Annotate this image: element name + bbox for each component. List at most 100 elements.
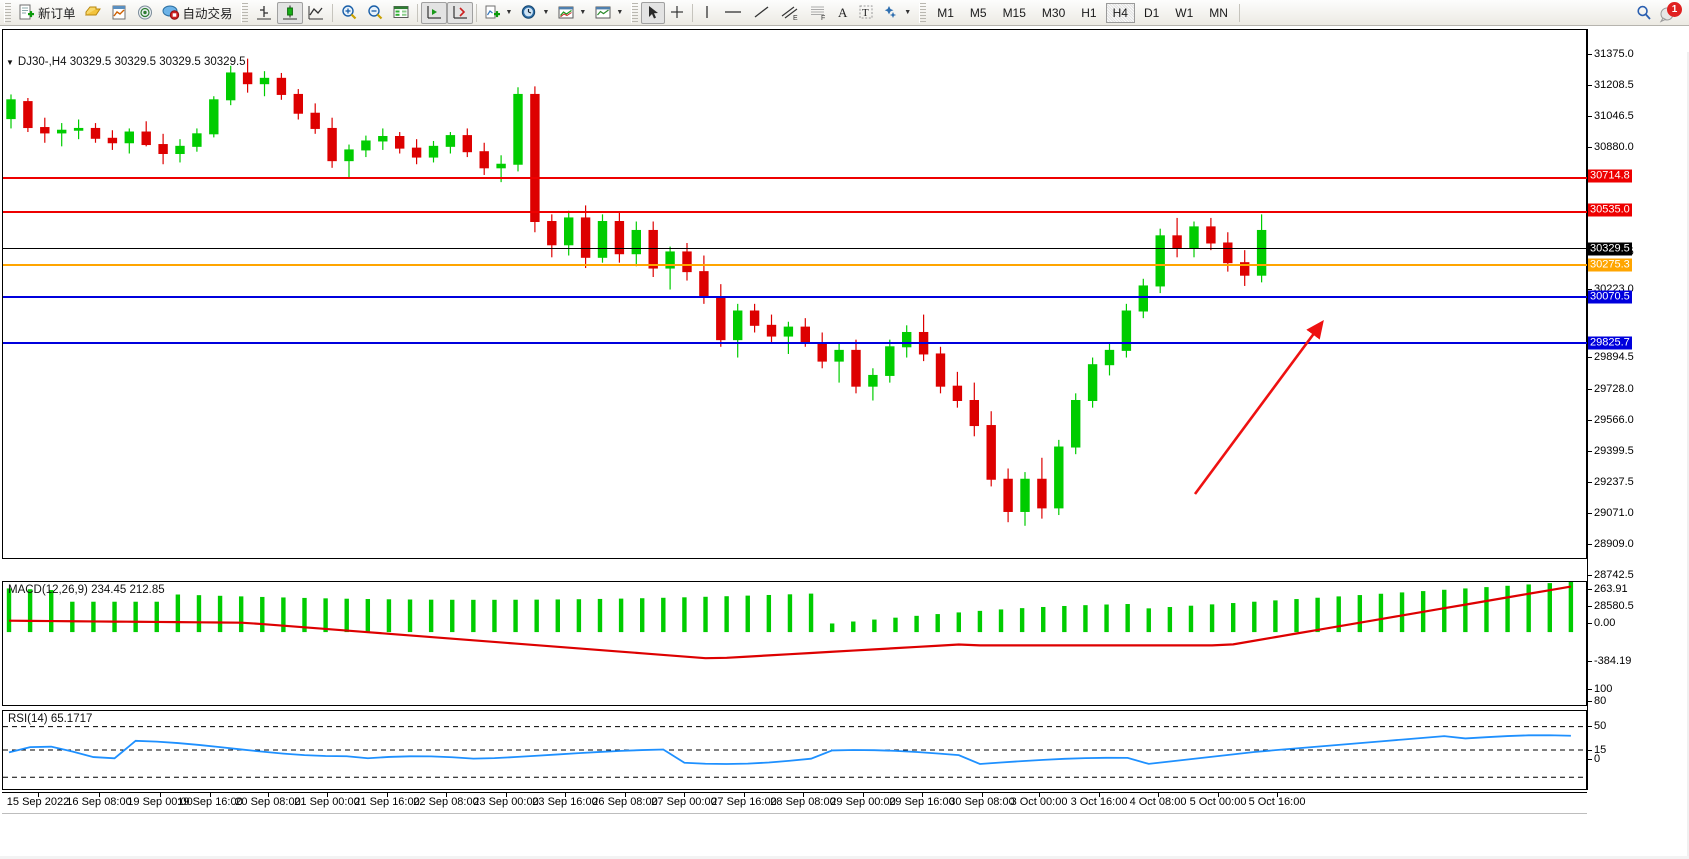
- expert-advisors-button[interactable]: [80, 2, 106, 24]
- time-axis[interactable]: 15 Sep 2022 16 Sep 08:00 19 Sep 00:00 19 Se…: [2, 792, 1587, 814]
- zoom-in-button[interactable]: [336, 2, 362, 24]
- toolbar-grip-2[interactable]: [240, 2, 248, 23]
- notifications-button[interactable]: 1: [1657, 1, 1683, 24]
- rsi-plot: [3, 726, 1586, 778]
- bar-chart-button[interactable]: [251, 2, 277, 24]
- chart-window-button[interactable]: ▼: [590, 2, 627, 24]
- bid-line-30275[interactable]: [3, 264, 1588, 266]
- support-line-29825[interactable]: [3, 342, 1588, 344]
- shapes-button[interactable]: ▼: [878, 2, 915, 24]
- timeframe-h1[interactable]: H1: [1081, 5, 1097, 20]
- time-axis-label: 21 Sep 16:00: [354, 796, 420, 808]
- time-axis-label: 29 Sep 16:00: [889, 796, 955, 808]
- time-tick: [744, 793, 745, 797]
- toolbar-grip-4[interactable]: [919, 2, 927, 23]
- time-tick: [803, 793, 804, 797]
- timeframe-m15[interactable]: M15: [1002, 5, 1026, 20]
- data-grid-button[interactable]: [388, 2, 414, 24]
- support-line-30070[interactable]: [3, 296, 1588, 298]
- chart-shift-button[interactable]: [446, 1, 473, 24]
- time-axis-label: 20 Sep 08:00: [235, 796, 301, 808]
- price-pane[interactable]: [2, 29, 1588, 559]
- axis-tick-label: 29894.5: [1594, 351, 1634, 363]
- text-label-button[interactable]: T: [854, 2, 878, 24]
- price-tag-bid[interactable]: 30275.3: [1588, 258, 1632, 272]
- zoom-out-button[interactable]: [362, 2, 388, 24]
- chevron-down-icon[interactable]: ▼: [904, 9, 912, 16]
- line-chart-icon: [307, 4, 325, 21]
- price-tag-last[interactable]: 30329.5: [1588, 242, 1632, 256]
- rsi-label: RSI(14) 65.1717: [8, 713, 93, 725]
- toolbar-grip-3[interactable]: [631, 2, 639, 23]
- time-tick: [210, 793, 211, 797]
- axis-tick: [1587, 513, 1592, 514]
- signals-button[interactable]: [132, 2, 158, 24]
- text-button[interactable]: A: [832, 2, 854, 24]
- price-candles: [6, 58, 1267, 526]
- last-price-line-30329[interactable]: [3, 248, 1588, 249]
- price-tag-support-1[interactable]: 30070.5: [1588, 290, 1632, 304]
- chevron-down-icon[interactable]: ▼: [505, 9, 513, 16]
- indicator-axis-label: 15: [1594, 744, 1607, 756]
- indicators-button[interactable]: ▼: [480, 2, 517, 24]
- timeframe-d1[interactable]: D1: [1143, 5, 1160, 20]
- timeframe-m5[interactable]: M5: [969, 5, 987, 20]
- price-axis[interactable]: 31375.031208.531046.530880.030389.530223…: [1587, 29, 1687, 790]
- new-order-button[interactable]: 新订单: [14, 2, 80, 24]
- axis-tick: [1587, 544, 1592, 545]
- data-window-button[interactable]: [106, 2, 132, 24]
- price-tag-resistance-2[interactable]: 30535.0: [1588, 203, 1632, 217]
- time-tick: [160, 793, 161, 797]
- candlestick-icon: [281, 4, 299, 21]
- rsi-pane[interactable]: RSI(14) 65.1717: [2, 710, 1587, 790]
- auto-scroll-icon: [425, 4, 443, 21]
- fibonacci-button[interactable]: F: [804, 2, 832, 24]
- chart-menu-caret-icon[interactable]: ▼: [6, 57, 14, 67]
- axis-tick: [1587, 289, 1592, 290]
- chevron-down-icon[interactable]: ▼: [579, 9, 587, 16]
- templates-button[interactable]: ▼: [553, 2, 590, 24]
- axis-tick: [1587, 482, 1592, 483]
- trendline-icon: [752, 4, 772, 21]
- chart-container[interactable]: ▼ DJ30-,H4 30329.5 30329.5 30329.5 30329…: [0, 26, 1689, 859]
- chevron-down-icon[interactable]: ▼: [616, 9, 624, 16]
- toolbar-divider-2: [416, 3, 418, 22]
- periods-button[interactable]: ▼: [516, 2, 553, 24]
- horizontal-line-button[interactable]: [718, 2, 748, 24]
- vertical-line-button[interactable]: [696, 2, 718, 24]
- equidistant-channel-button[interactable]: E: [776, 2, 804, 24]
- autotrading-label: 自动交易: [182, 7, 233, 21]
- price-tag-support-2[interactable]: 29825.7: [1588, 336, 1632, 350]
- axis-tick: [1587, 623, 1592, 624]
- axis-tick: [1587, 689, 1592, 690]
- time-tick: [1277, 793, 1278, 797]
- time-tick: [268, 793, 269, 797]
- auto-scroll-button[interactable]: [420, 1, 447, 24]
- resistance-line-30714[interactable]: [3, 177, 1588, 179]
- time-axis-label: 27 Sep 00:00: [651, 796, 717, 808]
- macd-pane[interactable]: MACD(12,26,9) 234.45 212.85: [2, 581, 1587, 706]
- timeframe-h4[interactable]: H4: [1105, 2, 1135, 23]
- indicators-icon: [484, 4, 502, 21]
- axis-tick-label: 29237.5: [1594, 476, 1634, 488]
- time-axis-label: 29 Sep 00:00: [830, 796, 896, 808]
- timeframe-w1[interactable]: W1: [1175, 5, 1194, 20]
- trendline-button[interactable]: [748, 2, 776, 24]
- toolbar-grip-1[interactable]: [4, 2, 11, 23]
- vertical-line-icon: [700, 4, 714, 21]
- autotrading-button[interactable]: 自动交易: [158, 2, 237, 24]
- chevron-down-icon[interactable]: ▼: [542, 9, 550, 16]
- line-chart-button[interactable]: [303, 2, 329, 24]
- crosshair-button[interactable]: [665, 2, 689, 24]
- price-tag-resistance-1[interactable]: 30714.8: [1588, 169, 1632, 183]
- axis-tick: [1587, 389, 1592, 390]
- resistance-line-30535[interactable]: [3, 211, 1588, 213]
- candlestick-chart-button[interactable]: [276, 1, 303, 24]
- cursor-button[interactable]: [641, 1, 666, 24]
- time-tick: [922, 793, 923, 797]
- timeframe-m30[interactable]: M30: [1041, 5, 1066, 20]
- timeframe-mn[interactable]: MN: [1209, 5, 1228, 20]
- search-button[interactable]: [1631, 2, 1657, 24]
- timeframe-m1[interactable]: M1: [937, 5, 954, 20]
